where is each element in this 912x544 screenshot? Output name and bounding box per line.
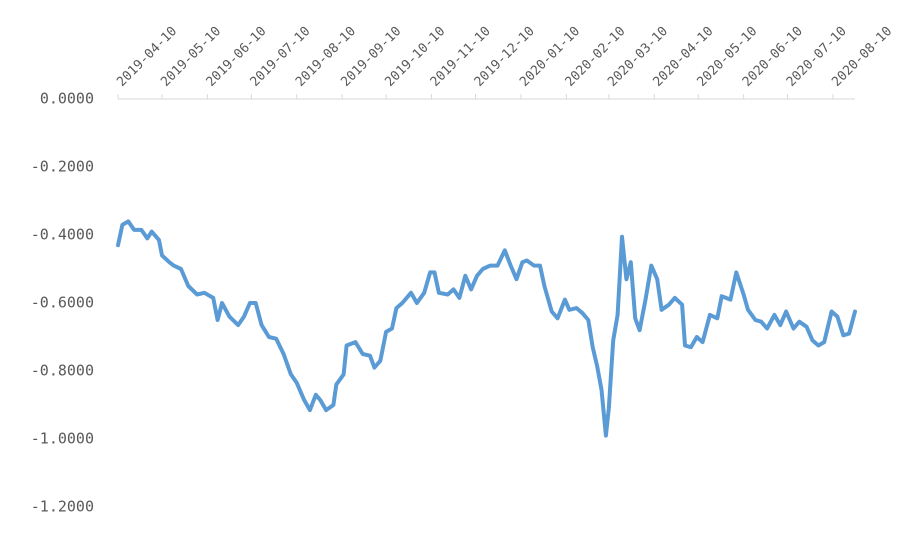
- y-tick-label: -1.2000: [31, 498, 94, 516]
- y-tick-label: -0.8000: [31, 362, 94, 380]
- y-tick-label: 0.0000: [40, 90, 94, 108]
- y-tick-label: -0.2000: [31, 158, 94, 176]
- y-tick-label: -0.6000: [31, 294, 94, 312]
- line-series: [116, 219, 857, 438]
- y-tick-label: -1.0000: [31, 430, 94, 448]
- y-tick-label: -0.4000: [31, 226, 94, 244]
